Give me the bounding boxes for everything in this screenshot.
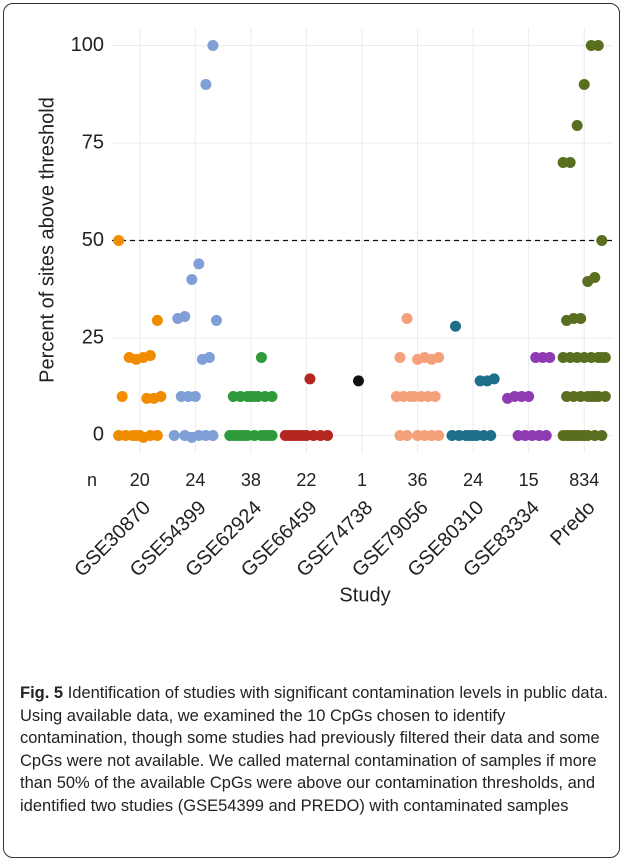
caption-text: Identification of studies with significa…	[20, 684, 608, 815]
point	[464, 429, 476, 441]
x-tick-label: Predo	[546, 497, 599, 550]
point	[130, 429, 142, 441]
point	[394, 429, 406, 441]
point	[401, 312, 413, 324]
count-label: 834	[569, 470, 599, 490]
y-axis-label: Percent of sites above threshold	[36, 97, 58, 383]
count-label: 1	[357, 470, 367, 490]
count-label: 24	[463, 470, 483, 490]
figure-frame	[3, 3, 620, 858]
point	[530, 351, 542, 363]
count-label: 15	[519, 470, 539, 490]
point	[412, 353, 424, 365]
point	[557, 351, 569, 363]
point	[200, 79, 212, 91]
point	[394, 351, 406, 363]
point	[255, 351, 267, 363]
y-tick-label: 25	[82, 326, 104, 348]
point	[279, 429, 291, 441]
point	[259, 429, 271, 441]
caption-label: Fig. 5	[20, 684, 64, 702]
point	[172, 312, 184, 324]
n-label: n	[87, 470, 97, 490]
point	[113, 235, 125, 246]
x-axis-label: Study	[339, 584, 390, 606]
point	[151, 314, 163, 326]
point	[179, 429, 191, 441]
point	[412, 429, 424, 441]
point	[585, 390, 597, 402]
count-label: 24	[185, 470, 205, 490]
point	[352, 375, 364, 387]
caption: Fig. 5 Identification of studies with si…	[20, 682, 612, 817]
y-tick-label: 0	[93, 424, 104, 446]
point	[245, 390, 257, 402]
point	[227, 390, 239, 402]
point	[186, 273, 198, 285]
point	[123, 351, 135, 363]
point	[168, 429, 180, 441]
count-label: 38	[241, 470, 261, 490]
point	[304, 373, 316, 385]
count-label: 20	[130, 470, 150, 490]
point	[596, 351, 608, 363]
point	[446, 429, 458, 441]
point	[390, 390, 402, 402]
point	[502, 392, 514, 404]
point	[561, 314, 573, 326]
count-label: 36	[408, 470, 428, 490]
point	[561, 429, 573, 441]
count-label: 22	[296, 470, 316, 490]
point	[196, 353, 208, 365]
chart: Percent of sites above threshold Study n…	[36, 28, 612, 606]
point	[227, 429, 239, 441]
point	[474, 375, 486, 387]
point	[210, 314, 222, 326]
point	[116, 390, 128, 402]
point	[571, 119, 583, 131]
point	[561, 390, 573, 402]
point	[582, 275, 594, 287]
point	[175, 390, 187, 402]
point	[585, 40, 597, 52]
point	[557, 157, 569, 169]
point	[207, 40, 219, 52]
point	[408, 390, 420, 402]
y-tick-label: 75	[82, 131, 104, 153]
point	[578, 79, 590, 91]
point	[450, 320, 462, 332]
y-tick-label: 100	[71, 34, 104, 56]
point	[141, 392, 153, 404]
y-tick-label: 50	[82, 229, 104, 251]
point	[113, 429, 125, 441]
point	[193, 258, 205, 270]
point	[512, 429, 524, 441]
point	[596, 235, 608, 246]
